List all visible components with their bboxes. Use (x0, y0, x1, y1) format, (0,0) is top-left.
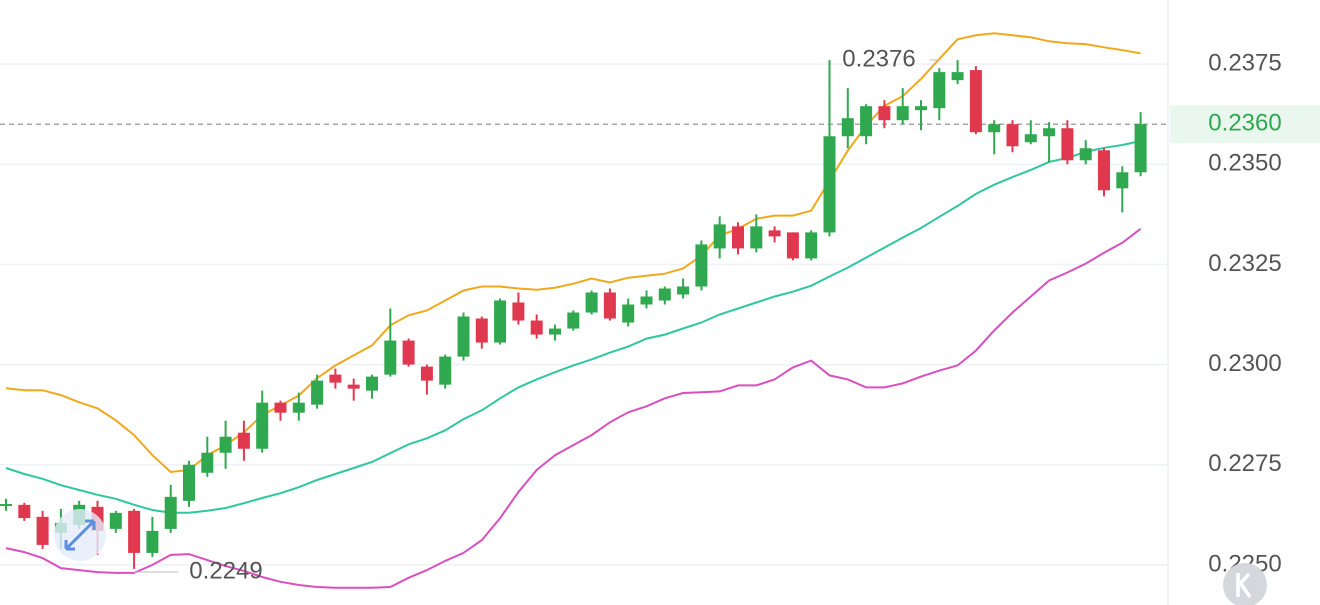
candle-body (860, 106, 873, 137)
y-tick-label: 0.2275 (1208, 450, 1281, 477)
annotation-label: 0.2376 (842, 45, 915, 72)
candle-body (695, 244, 708, 287)
candle-body (750, 226, 763, 249)
candle-body (0, 504, 12, 507)
logo-bg (1223, 563, 1267, 605)
candle-body (384, 340, 397, 375)
expand-icon (54, 509, 106, 561)
candle-body (841, 118, 854, 137)
candle-body (183, 464, 195, 501)
candle-body (585, 292, 598, 313)
candle-body (292, 402, 305, 413)
candle-body (1134, 124, 1147, 173)
candle-body (933, 72, 946, 109)
candle-body (494, 300, 507, 343)
candle-body (658, 288, 671, 301)
candle-body (1043, 128, 1056, 137)
candle-body (347, 384, 360, 389)
candle-body (915, 106, 927, 111)
candle-body (1079, 148, 1092, 161)
last-price-label: 0.2360 (1208, 110, 1281, 137)
band-line (5, 228, 1142, 589)
candle-body (951, 72, 964, 81)
candle-body (969, 70, 982, 133)
candle-body (732, 226, 744, 249)
candle-body (603, 292, 616, 319)
candle-body (622, 304, 635, 323)
last-price-bg (1170, 105, 1320, 144)
candle-body (640, 296, 653, 305)
candle-body (988, 124, 1001, 133)
candle-body (457, 316, 470, 357)
candle-body (329, 374, 342, 383)
candle-body (768, 230, 781, 237)
candle-body (1098, 150, 1110, 191)
candle-body (311, 380, 324, 405)
logo-k (1236, 572, 1252, 598)
y-tick-label: 0.2300 (1208, 350, 1281, 377)
y-tick-label: 0.2375 (1208, 49, 1281, 76)
candle-body (1024, 134, 1037, 143)
candle-body (219, 436, 232, 453)
candle-body (18, 504, 31, 519)
candle-body (420, 366, 433, 381)
y-tick-label: 0.2325 (1208, 250, 1281, 277)
candle-body (823, 136, 836, 233)
candle-body (1116, 172, 1129, 189)
candle-body (109, 512, 122, 529)
candle-body (896, 106, 909, 121)
candle-body (274, 402, 287, 413)
candle-body (549, 328, 561, 335)
candle-body (475, 318, 488, 343)
candle-body (786, 232, 799, 259)
candle-body (530, 320, 543, 335)
candle-body (237, 432, 250, 449)
logo-icon (1223, 563, 1267, 605)
candle-body (128, 510, 141, 553)
candle-body (36, 516, 49, 545)
annotation-label: 0.2249 (189, 557, 262, 584)
y-tick-label: 0.2350 (1208, 150, 1281, 177)
candle-body (805, 232, 818, 259)
candle-body (146, 530, 159, 553)
candle-body (201, 452, 214, 473)
expand-icon-arrows (64, 519, 96, 551)
candle-body (439, 356, 452, 385)
band-line (5, 32, 1141, 474)
candle-body (567, 312, 580, 329)
candle-body (713, 224, 726, 249)
candle-body (1006, 124, 1019, 147)
candle-body (512, 302, 525, 321)
candle-body (677, 286, 690, 295)
band-line (5, 140, 1141, 514)
candle-body (164, 496, 177, 529)
candle-body (1061, 128, 1074, 161)
candle-body (256, 402, 269, 449)
candle-body (366, 376, 378, 391)
candle-body (878, 106, 891, 121)
candle-body (402, 340, 415, 365)
